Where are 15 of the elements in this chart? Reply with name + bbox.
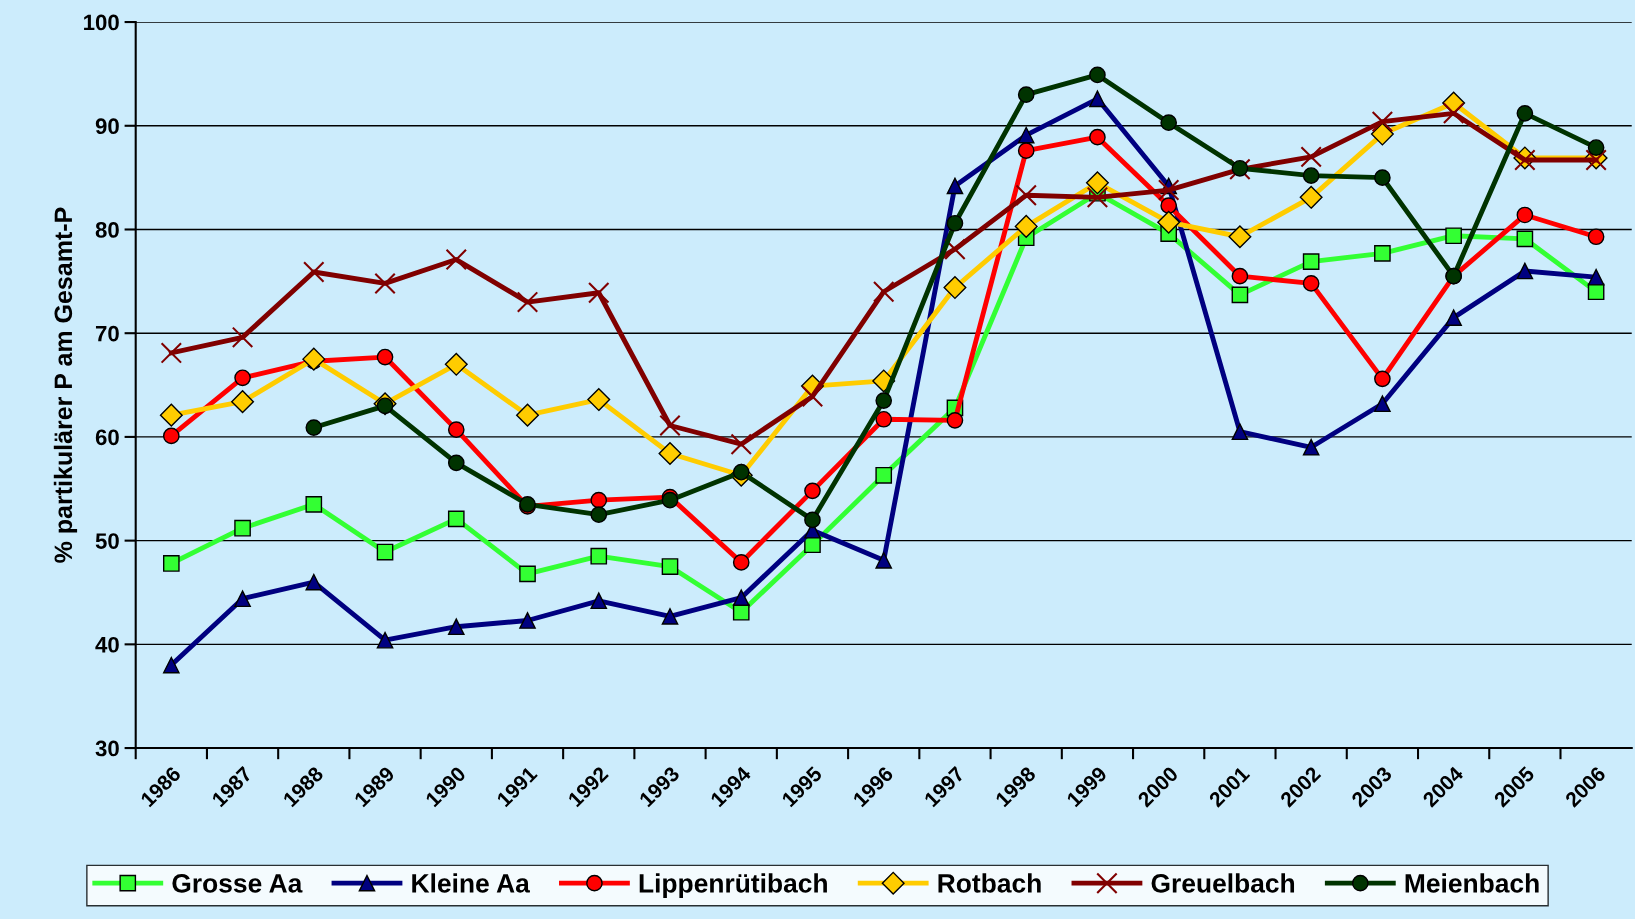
legend-label: Greuelbach [1151,873,1295,893]
y-tick-label: 90 [95,118,119,135]
legend-label: Grosse Aa [172,873,303,893]
legend-label: Kleine Aa [412,873,530,893]
y-tick-label: 30 [95,740,119,757]
y-tick-label: 60 [95,429,119,446]
y-axis-title: % partikulärer P am Gesamt-P [53,207,78,563]
legend-label: Rotbach [938,873,1041,893]
y-tick-label: 100 [84,14,119,31]
y-tick-label: 70 [95,325,119,342]
legend-label: Lippenrütibach [639,873,827,898]
y-tick-label: 50 [95,533,119,549]
legend-label: Meienbach [1405,873,1539,893]
y-tick-label: 40 [95,636,119,653]
y-tick-label: 80 [95,222,119,238]
